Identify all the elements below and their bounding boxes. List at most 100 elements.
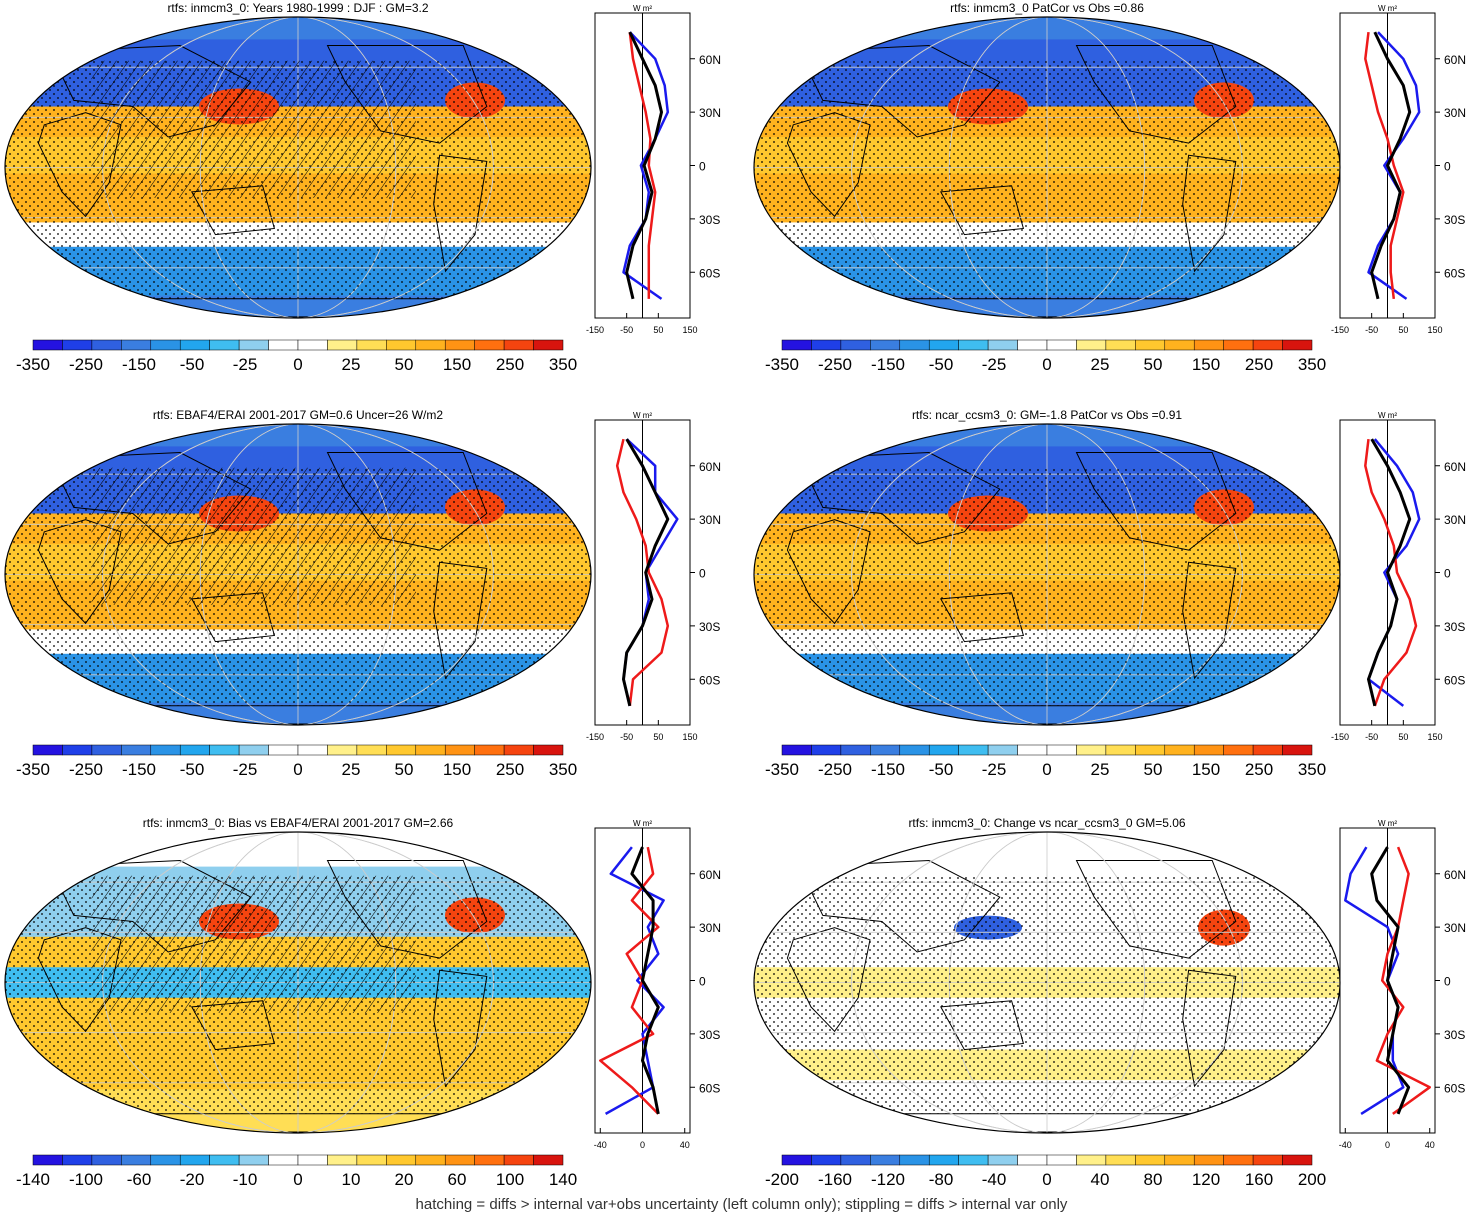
profile-line-red [1375,846,1431,1115]
x-tick-label: 150 [1427,325,1442,335]
x-tick-label: 50 [1398,732,1408,742]
colorbar-cell [121,744,152,756]
colorbar-cell [386,339,417,351]
profile-line-black [1367,438,1412,707]
colorbar-label: -50 [180,355,205,374]
lat-label: 0 [1444,975,1451,989]
profile-unit: W m² [1378,4,1397,13]
colorbar-label: 20 [395,1170,414,1189]
panel-title: rtfs: inmcm3_0: Change vs ncar_ccsm3_0 G… [908,816,1185,830]
colorbar-cell [987,744,1018,756]
colorbar-label: 150 [443,355,471,374]
colorbar-label: 250 [496,355,524,374]
colorbar-label: -40 [982,1170,1007,1189]
colorbar-cell [928,1154,959,1166]
colorbar-cell [444,339,475,351]
colorbar-cell [899,339,930,351]
x-tick-label: -40 [1339,1140,1352,1150]
colorbar-cell [781,339,812,351]
colorbar-label: 40 [1091,1170,1110,1189]
map-field [5,17,591,318]
x-tick-label: -150 [1331,732,1349,742]
colorbar-label: -25 [233,760,258,779]
colorbar-cell [533,339,564,351]
map-border [4,423,592,726]
colorbar-cell [1282,339,1313,351]
colorbar-cell [503,744,534,756]
colorbar-label: 60 [448,1170,467,1189]
lat-label: 30S [699,213,720,227]
x-tick-label: -150 [586,732,604,742]
lat-label: 60S [699,266,720,280]
lat-label: 60N [699,868,721,882]
colorbar-cell [1282,744,1313,756]
colorbar-cell [1252,744,1283,756]
colorbar-cell [209,339,240,351]
x-tick-label: 150 [682,732,697,742]
colorbar-cell [32,744,63,756]
colorbar-label: 120 [1192,1170,1220,1189]
x-tick-label: 150 [1427,732,1442,742]
colorbar-label: 150 [1192,355,1220,374]
colorbar-cell [444,1154,475,1166]
lat-label: 0 [1444,567,1451,581]
colorbar-label: 350 [1298,355,1326,374]
panel-title: rtfs: inmcm3_0 PatCor vs Obs =0.86 [950,1,1144,15]
colorbar-cell [1046,744,1077,756]
colorbar-label: -350 [765,760,799,779]
colorbar-label: -350 [16,355,50,374]
colorbar-label: 100 [496,1170,524,1189]
lat-label: 30S [699,1028,720,1042]
colorbar-label: -25 [233,355,258,374]
colorbar-label: 150 [1192,760,1220,779]
colorbar-cell [238,744,269,756]
profile-line-black [1370,31,1412,300]
colorbar-label: 140 [549,1170,577,1189]
profile-unit: W m² [633,411,652,420]
colorbar-cell [415,339,446,351]
colorbar-label: -250 [69,760,103,779]
panel-2: rtfs: inmcm3_0 PatCor vs Obs =0.86 -350 -2… [753,1,1466,374]
colorbar-cell [238,339,269,351]
colorbar-cell [209,744,240,756]
colorbar-cell [1105,1154,1136,1166]
colorbar-cell [150,1154,181,1166]
colorbar-cell [781,1154,812,1166]
profile-unit: W m² [633,819,652,828]
colorbar-cell [1135,339,1166,351]
panel-6: rtfs: inmcm3_0: Change vs ncar_ccsm3_0 G… [753,816,1466,1189]
map-border [4,831,592,1134]
colorbar-cell [1193,339,1224,351]
colorbar-label: -150 [122,355,156,374]
x-tick-label: 50 [1398,325,1408,335]
profile-line-blue [1367,31,1421,300]
colorbar-label: -250 [818,760,852,779]
lat-label: 60S [699,673,720,687]
profile-line-blue [622,31,670,300]
colorbar-cell [503,339,534,351]
panel-4: rtfs: ncar_ccsm3_0: GM=-1.8 PatCor vs Ob… [753,408,1466,779]
x-tick-label: -150 [1331,325,1349,335]
stippling [754,875,1340,1114]
colorbar-cell [386,744,417,756]
x-tick-label: 150 [682,325,697,335]
colorbar-cell [238,1154,269,1166]
lat-label: 30N [699,513,721,527]
colorbar-cell [327,1154,358,1166]
colorbar-cell [121,1154,152,1166]
colorbar-cell [386,1154,417,1166]
colorbar-cell [121,339,152,351]
colorbar-label: 160 [1245,1170,1273,1189]
lat-label: 0 [699,567,706,581]
colorbar-cell [1223,1154,1254,1166]
colorbar-cell [928,339,959,351]
colorbar-label: -100 [69,1170,103,1189]
colorbar-cell [781,744,812,756]
colorbar-cell [62,1154,93,1166]
colorbar-label: 0 [293,1170,302,1189]
colorbar-label: 250 [1245,760,1273,779]
colorbar-label: 350 [1298,760,1326,779]
stippling [754,467,1340,706]
colorbar-cell [1105,339,1136,351]
colorbar-label: 0 [1042,1170,1051,1189]
